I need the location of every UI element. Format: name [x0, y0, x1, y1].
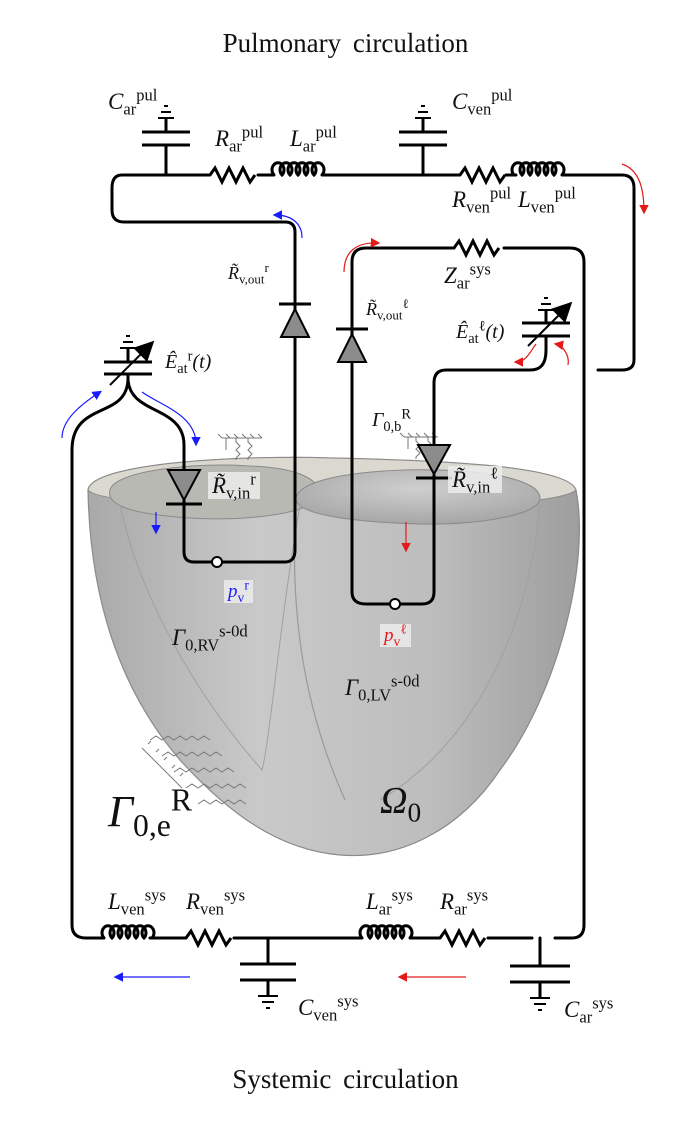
- flow-arrows: [61, 163, 649, 982]
- flow-arrow-ra-out: [141, 391, 201, 447]
- variable-capacitor-e-at-r: [104, 335, 155, 386]
- flow-arrow-la-out: [513, 343, 537, 367]
- circuit-wires: [70, 143, 636, 968]
- label-omega-0: Ω0: [380, 780, 422, 828]
- flow-arrow-ra-in: [61, 390, 103, 439]
- systemic-caption: Systemic circulation: [232, 1064, 459, 1094]
- wire-lv-in: [398, 473, 436, 606]
- label-r-ven-sys: Rvensys: [186, 885, 246, 919]
- label-l-ar-pul: Larpul: [290, 122, 337, 156]
- inductor-l-ven-sys: [100, 924, 156, 941]
- pulmonary-caption: Pulmonary circulation: [222, 28, 469, 58]
- base-springs-left: [399, 432, 438, 459]
- label-l-ven-pul: Lvenpul: [518, 183, 576, 217]
- variable-capacitor-e-at-l: [522, 297, 573, 350]
- label-c-ar-sys: Carsys: [564, 993, 614, 1027]
- label-e-at-l: Êatℓ(t): [456, 318, 505, 347]
- lv-inner-line: [379, 504, 541, 801]
- inductor-l-ar-pul: [270, 161, 326, 178]
- label-r-ven-pul: Rvenpul: [452, 183, 512, 217]
- diode-r-v-in-r: [166, 469, 202, 506]
- resistor-z-ar-sys: [452, 237, 501, 259]
- label-l-ven-sys: Lvensys: [108, 885, 166, 919]
- resistor-r-ven-pul: [458, 164, 507, 186]
- label-c-ven-sys: Cvensys: [298, 991, 359, 1025]
- components: [100, 105, 573, 1011]
- label-c-ar-pul: Carpul: [108, 85, 158, 119]
- label-z-ar-sys: Zarsys: [444, 259, 491, 293]
- label-gamma-rv: Γ0,RVs-0d: [172, 621, 248, 655]
- label-l-ar-sys: Larsys: [366, 885, 413, 919]
- wire-la: [432, 348, 548, 447]
- label-r-v-in-l: R̃v,inℓ: [448, 465, 503, 495]
- label-r-ar-sys: Rarsys: [440, 885, 489, 919]
- wire-ra-right: [126, 376, 186, 472]
- label-r-v-in-r: R̃v,inr: [208, 471, 260, 501]
- rv-inner-line: [119, 504, 301, 772]
- flow-arrow-lv-out: [343, 237, 381, 273]
- capacitor-c-ven-pul: [399, 105, 447, 147]
- label-gamma-0e: Γ0,eR: [108, 782, 192, 843]
- label-r-v-out-r: R̃v,outr: [228, 260, 269, 287]
- label-e-at-r: Êatr(t): [165, 348, 212, 377]
- node-p-v-r: [211, 556, 223, 568]
- label-r-v-out-l: R̃v,outℓ: [366, 296, 409, 323]
- label-p-v-l: pvℓ: [380, 622, 411, 648]
- epicardial-springs: [141, 735, 247, 805]
- wire-rv-loop: [220, 443, 297, 564]
- label-c-ven-pul: Cvenpul: [452, 85, 513, 119]
- wire-rv-in: [182, 498, 214, 564]
- flow-arrow-la-in: [553, 340, 569, 366]
- base-springs-right: [217, 433, 263, 460]
- diode-r-v-out-l: [336, 327, 368, 363]
- flow-arrow-pul-return: [621, 163, 649, 215]
- label-gamma-0b: Γ0,bR: [372, 406, 411, 435]
- node-p-v-l: [389, 598, 401, 610]
- capacitor-c-ar-pul: [142, 105, 190, 147]
- flow-arrow-rv-out: [272, 210, 303, 239]
- label-r-ar-pul: Rarpul: [215, 122, 264, 156]
- label-p-v-r: pvr: [224, 578, 253, 604]
- wire-ra-left: [70, 376, 130, 940]
- label-gamma-lv: Γ0,LVs-0d: [345, 671, 420, 705]
- wire-rv-out-loop: [110, 173, 297, 447]
- wire-lv-loop: [350, 558, 392, 606]
- capacitor-c-ar-sys: [510, 964, 570, 1011]
- diode-r-v-out-r: [279, 302, 311, 338]
- capacitor-c-ven-sys: [240, 962, 296, 1009]
- inductor-l-ven-pul: [510, 161, 566, 178]
- resistor-r-ar-pul: [208, 164, 257, 186]
- diode-r-v-in-l: [416, 444, 452, 480]
- resistor-r-ar-sys: [438, 927, 487, 949]
- resistor-r-ven-sys: [184, 927, 233, 949]
- wire-lv-out: [350, 246, 586, 940]
- inductor-l-ar-sys: [358, 924, 414, 941]
